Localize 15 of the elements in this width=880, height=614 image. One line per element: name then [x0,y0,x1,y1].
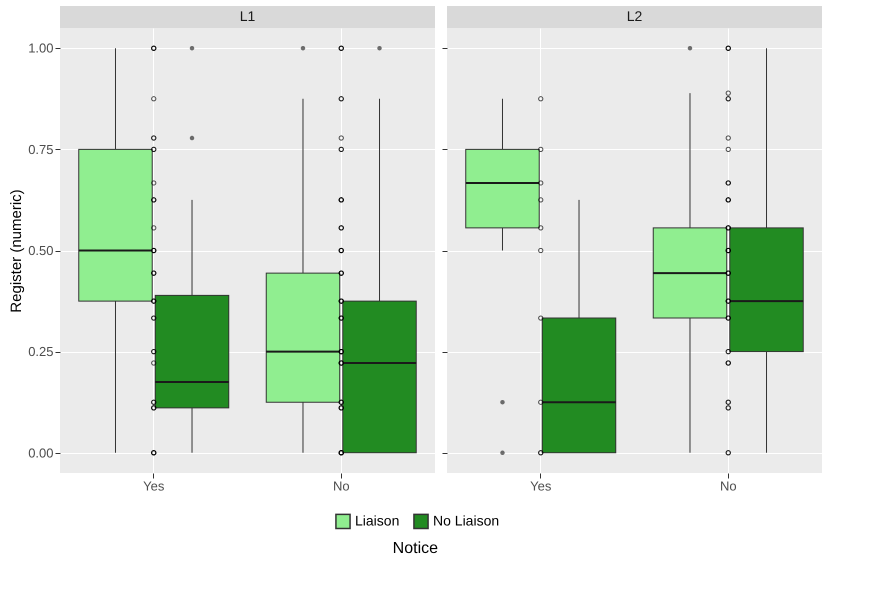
x-tick-label: No [720,478,737,494]
chart-title: L2 [626,8,642,24]
y-axis-title: Register (numeric) [8,189,26,313]
legend-label: Liaison [355,512,400,528]
legend-label: No Liaison [433,512,500,528]
y-tick-label: 0.50 [28,243,54,258]
x-tick-label: Yes [530,478,552,494]
chart-title: L1 [240,8,256,24]
x-tick-label: Yes [143,478,165,494]
x-axis-title: Notice [392,540,438,557]
y-tick-label: 0.75 [28,142,54,157]
y-tick-label: 0.25 [28,344,54,360]
y-tick-label: 1.00 [28,40,54,56]
y-tick-label: 0.00 [28,445,54,460]
x-tick-label: No [332,478,350,494]
